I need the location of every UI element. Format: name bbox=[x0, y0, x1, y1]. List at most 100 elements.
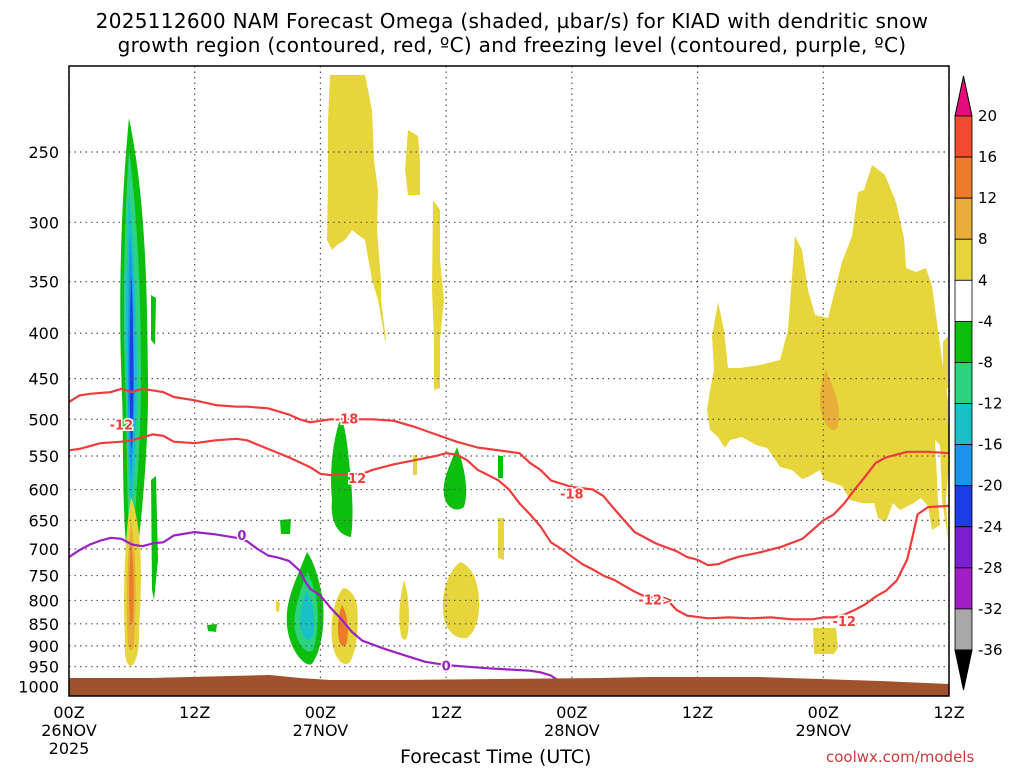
colorbar-tick-label: -16 bbox=[978, 436, 1003, 454]
y-tick-label: 750 bbox=[28, 567, 59, 586]
omega-area-yellow bbox=[813, 628, 838, 654]
colorbar-swatch bbox=[954, 403, 973, 446]
x-tick-date: 28NOV bbox=[544, 721, 600, 740]
x-tick-date: 27NOV bbox=[293, 721, 349, 740]
y-tick-label: 300 bbox=[28, 213, 59, 232]
colorbar-tick-label: 20 bbox=[978, 107, 997, 125]
colorbar-swatch bbox=[954, 608, 973, 651]
omega-area-orange bbox=[129, 540, 134, 624]
omega-area-yellow bbox=[405, 130, 420, 195]
colorbar-swatch bbox=[954, 526, 973, 569]
contour-line-0 bbox=[69, 531, 573, 690]
colorbar-swatch bbox=[954, 362, 973, 404]
colorbar-tick-label: 4 bbox=[978, 271, 988, 289]
x-tick-label: 00Z bbox=[556, 703, 587, 722]
colorbar-bottom-arrow bbox=[954, 649, 973, 691]
plot-frame bbox=[68, 65, 950, 697]
colorbar-swatch bbox=[954, 320, 973, 363]
y-tick-label: 650 bbox=[28, 511, 59, 530]
omega-area-yellow bbox=[943, 336, 948, 392]
colorbar-swatch bbox=[954, 115, 973, 158]
x-tick-label: 00Z bbox=[305, 703, 336, 722]
y-tick-label: 900 bbox=[28, 637, 59, 656]
colorbar-tick-label: -28 bbox=[978, 559, 1003, 577]
colorbar-swatch bbox=[954, 279, 973, 322]
omega-area-blue bbox=[129, 275, 134, 448]
omega-area-gold bbox=[819, 370, 840, 431]
y-tick-label: 850 bbox=[28, 615, 59, 634]
omega-area-yellow bbox=[276, 600, 280, 612]
omega-area-green bbox=[280, 519, 291, 534]
x-tick-date: 29NOV bbox=[795, 721, 851, 740]
x-tick-label: 12Z bbox=[933, 703, 964, 722]
colorbar-swatch bbox=[954, 197, 973, 240]
contour-label: 0 bbox=[237, 529, 246, 544]
x-tick-label: 12Z bbox=[179, 703, 210, 722]
colorbar-swatch bbox=[954, 238, 973, 281]
omega-area-yellow bbox=[327, 75, 386, 340]
colorbar-tick-label: -8 bbox=[978, 353, 993, 371]
y-tick-label: 550 bbox=[28, 447, 59, 466]
colorbar-tick-label: -20 bbox=[978, 477, 1003, 495]
x-tick-label: 00Z bbox=[53, 703, 84, 722]
y-tick-label: 400 bbox=[28, 324, 59, 343]
y-axis: 250 300 350 400 450 500 550 600 650 700 750 800 850 9… bbox=[18, 143, 59, 696]
contour-label: 0 bbox=[442, 660, 451, 675]
omega-area-yellow bbox=[498, 518, 504, 560]
colorbar-tick-label: -32 bbox=[978, 600, 1003, 618]
omega-area-green bbox=[151, 476, 158, 600]
colorbar: 20 16 12 8 4 -4 -8 -12 -16 -20 -24 -28 -32 -36 bbox=[954, 75, 1003, 691]
colorbar-swatch bbox=[954, 156, 973, 199]
x-tick-date: 26NOV bbox=[41, 721, 97, 740]
omega-area-green bbox=[498, 456, 503, 478]
contour-label: -18 bbox=[335, 412, 359, 427]
omega-area-yellow bbox=[432, 200, 444, 390]
contour-label: -18 bbox=[560, 488, 584, 503]
y-tick-label: 350 bbox=[28, 273, 59, 292]
colorbar-top-arrow bbox=[954, 75, 973, 117]
omega-area-yellow bbox=[399, 580, 409, 640]
y-tick-label: 500 bbox=[28, 410, 59, 429]
contour-line--12 bbox=[69, 433, 949, 621]
chart-title-line-1: 2025112600 NAM Forecast Omega (shaded, µ… bbox=[95, 9, 929, 33]
omega-area-green bbox=[443, 447, 467, 510]
colorbar-tick-label: -24 bbox=[978, 518, 1003, 536]
x-tick-label: 12Z bbox=[430, 703, 461, 722]
omega-area-yellow bbox=[707, 165, 949, 540]
colorbar-swatch bbox=[954, 567, 973, 610]
x-tick-label: 00Z bbox=[808, 703, 839, 722]
contour-label: -12> bbox=[638, 593, 672, 608]
x-tick-year: 2025 bbox=[49, 739, 90, 758]
omega-area-green bbox=[151, 295, 156, 345]
credit-link[interactable]: coolwx.com/models bbox=[826, 748, 975, 766]
contour-label: -12 bbox=[832, 615, 856, 630]
colorbar-swatch bbox=[954, 485, 973, 528]
colorbar-tick-label: 12 bbox=[978, 189, 997, 207]
colorbar-tick-label: 8 bbox=[978, 230, 988, 248]
contour-line--18 bbox=[69, 387, 949, 567]
colorbar-swatch bbox=[954, 444, 973, 487]
omega-shading bbox=[120, 75, 949, 666]
omega-area-green bbox=[331, 416, 353, 537]
x-axis-label: Forecast Time (UTC) bbox=[400, 746, 592, 768]
colorbar-tick-label: -36 bbox=[978, 641, 1003, 659]
omega-area-green bbox=[207, 624, 217, 632]
y-tick-label: 800 bbox=[28, 591, 59, 610]
colorbar-tick-label: -12 bbox=[978, 395, 1003, 413]
omega-area-cyan bbox=[300, 590, 315, 640]
x-tick-label: 12Z bbox=[682, 703, 713, 722]
contour-lines: -12 12 -12> -12 -18 -18 0 0 bbox=[69, 387, 949, 692]
y-tick-label: 950 bbox=[28, 658, 59, 677]
contour-label: 12 bbox=[348, 472, 366, 487]
omega-area-orange bbox=[338, 605, 348, 647]
y-tick-label: 250 bbox=[28, 143, 59, 162]
colorbar-tick-label: -4 bbox=[978, 312, 993, 330]
y-tick-label: 1000 bbox=[18, 677, 59, 696]
y-tick-label: 450 bbox=[28, 370, 59, 389]
contour-label: -12 bbox=[110, 418, 134, 433]
colorbar-tick-label: 16 bbox=[978, 148, 997, 166]
y-tick-label: 600 bbox=[28, 481, 59, 500]
terrain bbox=[69, 675, 949, 696]
